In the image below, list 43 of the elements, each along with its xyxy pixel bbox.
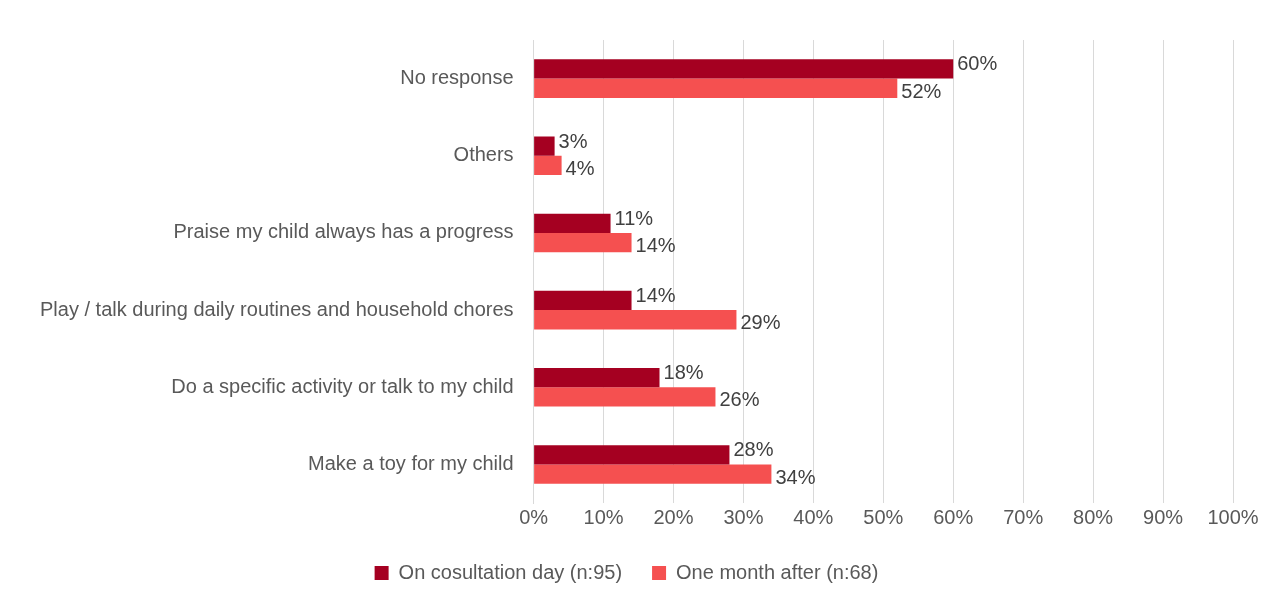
y-tick-label: Others bbox=[453, 143, 514, 166]
bar bbox=[534, 232, 632, 253]
bar bbox=[534, 59, 954, 79]
data-label: 3% bbox=[558, 129, 588, 152]
y-tick-label: Make a toy for my child bbox=[308, 451, 514, 474]
data-label: 18% bbox=[663, 361, 704, 384]
data-label: 14% bbox=[635, 234, 676, 257]
data-label: 52% bbox=[901, 79, 942, 102]
data-label: 28% bbox=[733, 438, 774, 461]
x-tick-label: 20% bbox=[653, 505, 694, 528]
y-tick-label: Play / talk during daily routines and household chores bbox=[40, 297, 514, 320]
data-label: 26% bbox=[719, 388, 760, 411]
x-tick-label: 80% bbox=[1073, 505, 1114, 528]
bar bbox=[534, 464, 772, 484]
x-tick-label: 100% bbox=[1207, 505, 1259, 528]
x-tick-label: 30% bbox=[723, 505, 764, 528]
data-label: 14% bbox=[635, 283, 676, 306]
x-tick-label: 10% bbox=[583, 505, 624, 528]
x-tick-label: 70% bbox=[1003, 505, 1044, 528]
x-tick-label: 60% bbox=[933, 505, 974, 528]
data-label: 4% bbox=[565, 156, 595, 179]
legend-label: One month after (n:68) bbox=[676, 560, 879, 583]
legend-label: On cosultation day (n:95) bbox=[398, 560, 623, 583]
data-label: 60% bbox=[957, 52, 998, 75]
y-tick-label: Do a specific activity or talk to my child bbox=[171, 374, 514, 397]
data-label: 34% bbox=[775, 465, 816, 488]
data-label: 29% bbox=[740, 311, 781, 334]
bar bbox=[534, 310, 737, 330]
data-label: 11% bbox=[614, 206, 654, 229]
bar bbox=[534, 445, 730, 465]
x-tick-label: 90% bbox=[1143, 505, 1184, 528]
bar bbox=[534, 213, 611, 233]
y-tick-label: Praise my child always has a progress bbox=[173, 220, 514, 243]
bar bbox=[534, 290, 632, 311]
bar bbox=[534, 367, 660, 388]
y-tick-label: No response bbox=[400, 66, 514, 89]
x-tick-label: 0% bbox=[519, 505, 549, 528]
bar bbox=[534, 136, 555, 156]
bar bbox=[534, 387, 716, 407]
bar bbox=[534, 155, 562, 176]
bar bbox=[534, 78, 898, 98]
x-tick-label: 50% bbox=[863, 505, 904, 528]
x-tick-label: 40% bbox=[793, 505, 834, 528]
